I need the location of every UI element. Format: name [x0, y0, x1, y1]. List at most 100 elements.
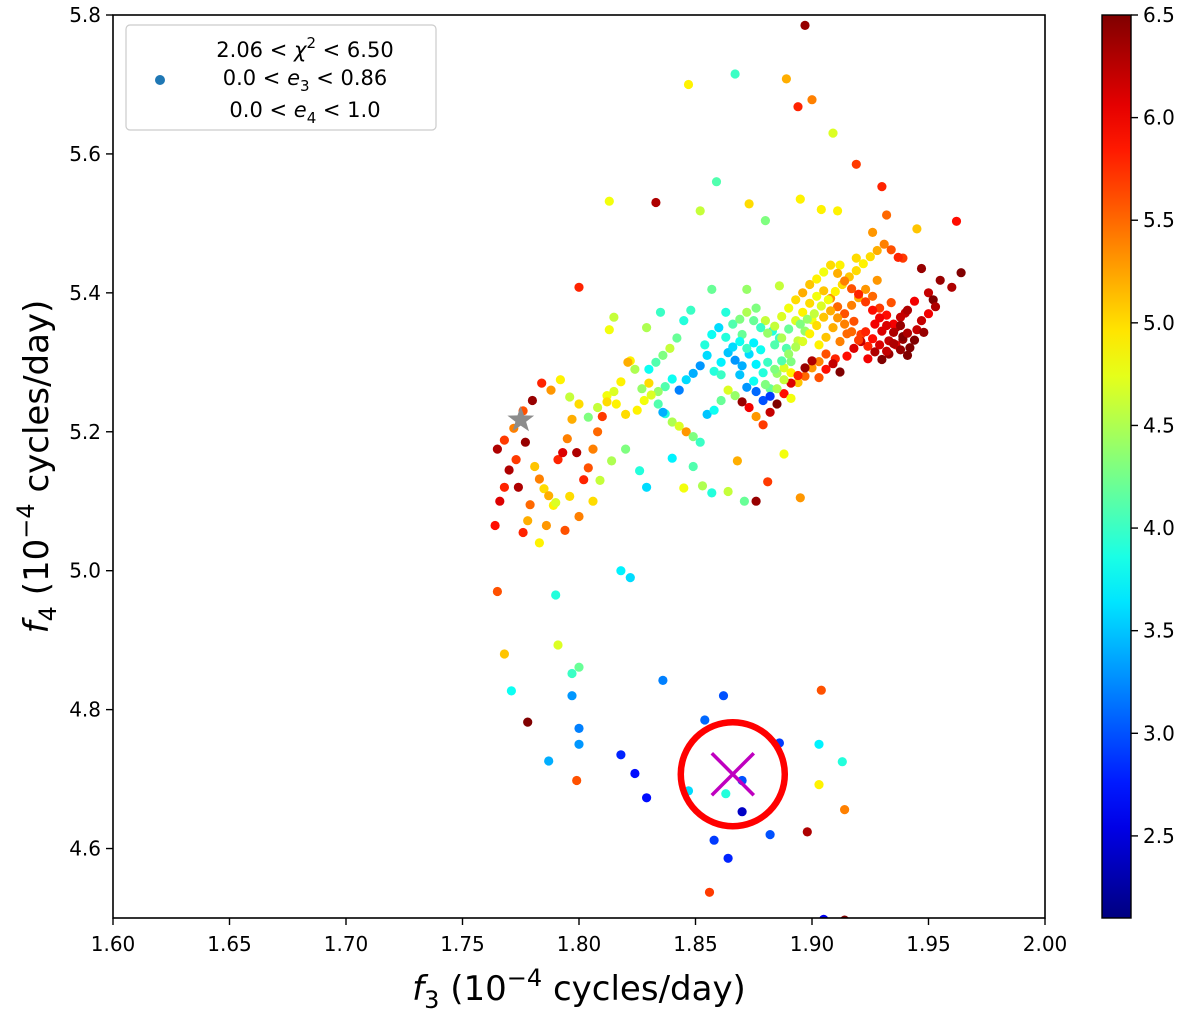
data-point: [492, 586, 502, 597]
data-point: [840, 915, 849, 918]
data-point: [616, 377, 626, 387]
data-point: [655, 307, 666, 317]
data-point: [882, 346, 892, 356]
data-point: [681, 375, 691, 385]
data-point: [779, 389, 789, 399]
data-point: [616, 566, 626, 576]
data-point: [597, 411, 607, 422]
x-tick-label: 2.00: [1023, 932, 1068, 956]
data-point: [751, 411, 761, 422]
data-point: [812, 291, 822, 301]
data-point: [735, 336, 745, 347]
data-point: [814, 373, 824, 383]
data-point: [821, 349, 831, 359]
legend: 2.06 < χ2 < 6.50 0.0 < e3 < 0.86 0.0 < e4 …: [125, 24, 437, 131]
data-point: [567, 414, 577, 424]
data-point: [784, 349, 794, 359]
data-point: [583, 412, 593, 422]
data-point: [840, 319, 850, 329]
data-point: [630, 768, 640, 779]
data-point: [781, 74, 792, 84]
colorbar-tick-label: 5.5: [1143, 208, 1175, 232]
data-point: [541, 520, 552, 531]
data-point: [539, 484, 549, 494]
data-point: [784, 324, 794, 334]
data-points: [490, 20, 966, 918]
data-point: [667, 453, 677, 463]
data-point: [749, 376, 759, 386]
data-point: [716, 395, 726, 406]
legend-label: 0.0 < e4 < 1.0: [229, 98, 380, 127]
data-point: [492, 444, 502, 454]
data-point: [751, 386, 761, 397]
data-point: [861, 284, 871, 294]
data-point: [795, 319, 805, 329]
data-point: [674, 385, 684, 395]
data-point: [779, 449, 789, 459]
data-point: [826, 306, 836, 316]
data-point: [490, 520, 500, 531]
x-tick-label: 1.60: [91, 932, 136, 956]
colorbar-tick-label: 3.5: [1143, 619, 1175, 643]
x-tick-label: 1.85: [673, 932, 718, 956]
data-point: [658, 675, 668, 686]
data-point: [837, 757, 847, 767]
data-point: [551, 590, 561, 600]
data-point: [742, 307, 752, 317]
data-point: [604, 325, 614, 335]
data-point: [833, 206, 843, 216]
y-tick-label: 4.8: [69, 698, 101, 722]
data-point: [716, 357, 726, 367]
data-point: [772, 399, 782, 409]
data-point: [863, 354, 873, 364]
star-marker: [507, 406, 535, 432]
data-point: [642, 482, 652, 492]
data-point: [742, 382, 752, 392]
data-point: [527, 395, 538, 406]
data-point: [735, 370, 745, 380]
data-point: [721, 307, 731, 317]
data-point: [833, 268, 843, 278]
data-point: [763, 357, 773, 367]
data-point: [637, 384, 647, 394]
data-point: [951, 216, 962, 226]
data-point: [895, 312, 906, 322]
data-point: [756, 345, 766, 355]
data-point: [525, 500, 535, 510]
data-point: [621, 409, 631, 419]
data-point: [849, 343, 859, 353]
data-point: [716, 370, 726, 380]
data-point: [793, 102, 803, 112]
data-point: [707, 488, 717, 498]
data-point: [739, 496, 750, 506]
data-point: [544, 756, 554, 766]
data-point: [760, 379, 771, 390]
data-point: [737, 361, 747, 371]
colorbar-tick-label: 4.5: [1143, 413, 1175, 437]
data-point: [744, 402, 754, 413]
data-point: [821, 364, 831, 374]
data-point: [847, 284, 857, 294]
data-point: [742, 343, 752, 353]
data-point: [555, 375, 566, 385]
data-point: [695, 361, 705, 371]
data-point: [651, 197, 661, 208]
data-point: [854, 335, 864, 345]
data-point: [609, 386, 619, 397]
data-point: [777, 333, 787, 343]
data-point: [709, 366, 719, 376]
y-axis-title: f4 (10−4 cycles/day): [12, 300, 62, 634]
data-point: [786, 357, 796, 367]
colorbar-tick-label: 6.0: [1143, 106, 1175, 130]
data-point: [749, 316, 759, 326]
data-point: [851, 266, 861, 276]
data-point: [513, 482, 524, 492]
data-point: [812, 274, 822, 284]
data-point: [593, 427, 603, 437]
data-point: [765, 407, 775, 417]
data-point: [763, 477, 773, 487]
data-point: [882, 320, 892, 331]
data-point: [814, 357, 824, 367]
y-axis: 4.6 4.8 5.0 5.2 5.4 5.6 5.8: [69, 3, 113, 861]
data-point: [779, 375, 789, 385]
